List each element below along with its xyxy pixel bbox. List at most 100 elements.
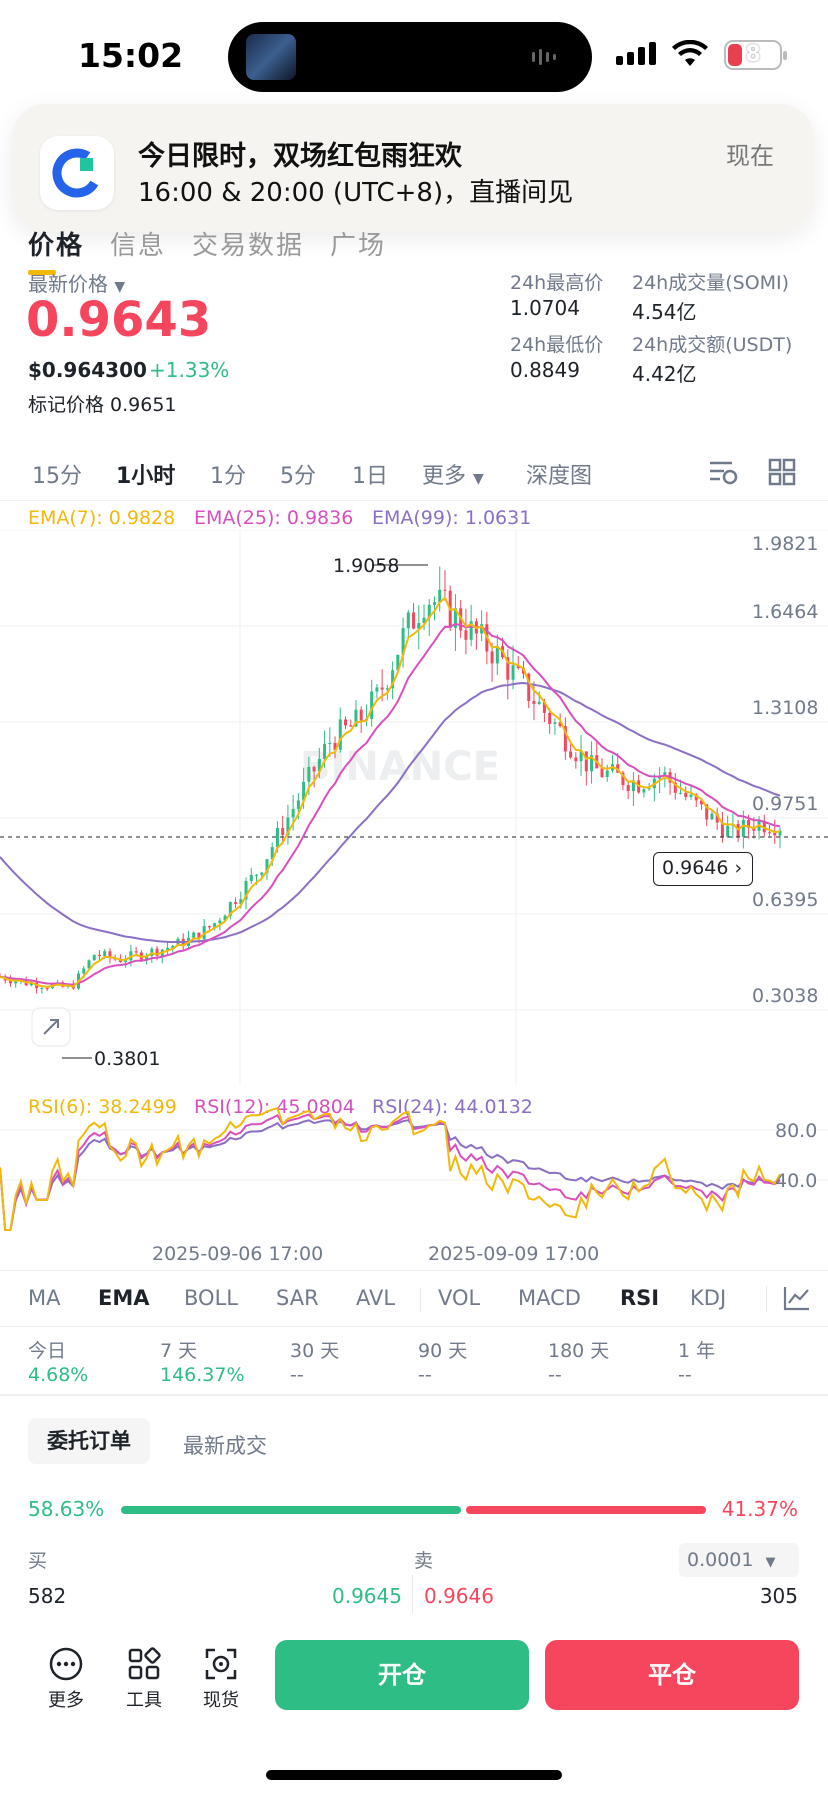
more-icon[interactable] xyxy=(48,1646,88,1682)
tools-icon[interactable] xyxy=(126,1646,166,1682)
price-axis-label: 0.9751 xyxy=(752,793,818,815)
high-value: 1.0704 xyxy=(510,296,580,320)
last-price-label[interactable]: 最新价格 ▼ xyxy=(28,268,125,297)
tools-label[interactable]: 工具 xyxy=(126,1690,162,1711)
buy-qty: 582 xyxy=(28,1584,67,1608)
ind-avl[interactable]: AVL xyxy=(356,1286,396,1310)
price-axis-label: 0.3038 xyxy=(752,985,818,1007)
usd-price: $0.964300 xyxy=(28,358,147,382)
tf-1d[interactable]: 1日 xyxy=(352,464,388,489)
amount-value: 4.42亿 xyxy=(632,362,697,386)
notification-time: 现在 xyxy=(726,142,774,170)
candle-body xyxy=(97,954,101,957)
candle-body xyxy=(511,665,515,680)
candle-body xyxy=(537,701,541,704)
rsi-chart[interactable]: 80.0 40.0 xyxy=(0,1105,828,1240)
detail-tabs: 价格 信息 交易数据 广场 xyxy=(28,225,412,262)
live-activity-thumbnail xyxy=(246,34,296,80)
volume-label: 24h成交量(SOMI) xyxy=(632,272,790,294)
tf-depth[interactable]: 深度图 xyxy=(526,464,593,489)
tf-1h[interactable]: 1小时 xyxy=(116,464,176,489)
ind-sar[interactable]: SAR xyxy=(276,1286,319,1310)
chart-settings-icon[interactable] xyxy=(708,458,738,490)
tf-more[interactable]: 更多 ▼ xyxy=(422,458,484,490)
rsi12-line xyxy=(0,1113,781,1231)
candle-body xyxy=(333,742,337,750)
grid-layout-icon[interactable] xyxy=(768,458,796,490)
candle-body xyxy=(705,804,709,820)
ind-ema[interactable]: EMA xyxy=(98,1286,150,1310)
ind-kdj[interactable]: KDJ xyxy=(690,1286,727,1310)
candle-body xyxy=(223,915,227,921)
perf-label: 今日 xyxy=(28,1340,67,1362)
candle-body xyxy=(244,880,248,900)
tab-price[interactable]: 价格 xyxy=(28,231,85,261)
candlestick-chart[interactable]: BINANCE 1.9058 0.3801 1.98211.64641.3108… xyxy=(0,530,828,1085)
date-label-1: 2025-09-06 17:00 xyxy=(152,1243,324,1265)
indicator-settings-icon[interactable] xyxy=(782,1284,812,1316)
perf-value: 4.68% xyxy=(28,1364,89,1386)
tf-5m[interactable]: 5分 xyxy=(280,464,316,489)
home-indicator[interactable] xyxy=(266,1770,562,1780)
more-label[interactable]: 更多 xyxy=(48,1690,84,1711)
candle-body xyxy=(406,612,410,629)
candle-body xyxy=(192,932,196,938)
candle-body xyxy=(103,951,107,957)
buy-price[interactable]: 0.9645 xyxy=(332,1584,402,1608)
candle-body xyxy=(45,988,49,990)
candle-body xyxy=(563,726,567,752)
ind-boll[interactable]: BOLL xyxy=(184,1286,238,1310)
current-price-tag[interactable]: 0.9646 › xyxy=(653,852,753,886)
candle-body xyxy=(778,830,782,836)
candle-body xyxy=(375,687,379,692)
candle-body xyxy=(679,792,683,794)
candle-body xyxy=(747,819,751,828)
candle-body xyxy=(412,612,416,629)
high-label: 24h最高价 xyxy=(510,272,604,294)
candle-body xyxy=(532,701,536,704)
spot-label[interactable]: 现货 xyxy=(203,1690,239,1711)
tf-1m[interactable]: 1分 xyxy=(210,464,246,489)
tab-orders[interactable]: 委托订单 xyxy=(28,1418,150,1464)
candle-body xyxy=(359,709,363,721)
candle-body xyxy=(773,832,777,836)
dropdown-icon: ▼ xyxy=(114,279,126,295)
candle-body xyxy=(213,923,217,928)
candle-body xyxy=(82,968,86,974)
candle-body xyxy=(40,988,44,990)
tab-trading-data[interactable]: 交易数据 xyxy=(192,231,305,261)
candle-body xyxy=(134,951,138,953)
spot-icon[interactable] xyxy=(203,1646,243,1682)
notification-banner[interactable]: 今日限时，双场红包雨狂欢 16:00 & 20:00 (UTC+8)，直播间见 … xyxy=(12,104,814,232)
candle-body xyxy=(720,822,724,837)
ema99-legend: EMA(99): 1.0631 xyxy=(372,507,532,529)
sell-ratio: 41.37% xyxy=(721,1497,798,1521)
tab-recent-trades[interactable]: 最新成交 xyxy=(183,1434,267,1458)
divider xyxy=(0,1326,828,1327)
buy-label: 买 xyxy=(28,1550,48,1572)
tf-15m[interactable]: 15分 xyxy=(32,464,82,489)
close-position-button[interactable]: 平仓 xyxy=(545,1640,799,1710)
open-position-button[interactable]: 开仓 xyxy=(275,1640,529,1710)
ind-macd[interactable]: MACD xyxy=(518,1286,581,1310)
candle-body xyxy=(673,782,677,793)
orderbook-divider xyxy=(412,1575,413,1613)
tab-info[interactable]: 信息 xyxy=(110,231,167,261)
candle-body xyxy=(380,687,384,690)
rsi-axis-40: 40.0 xyxy=(775,1170,817,1192)
candle-body xyxy=(422,617,426,624)
ind-vol[interactable]: VOL xyxy=(438,1286,481,1310)
ind-ma[interactable]: MA xyxy=(28,1286,61,1310)
tab-square[interactable]: 广场 xyxy=(330,231,387,261)
candle-body xyxy=(768,832,772,834)
candle-body xyxy=(155,948,159,956)
tf-more-label: 更多 xyxy=(422,464,467,489)
rsi6-line xyxy=(0,1106,781,1231)
candle-body xyxy=(548,712,552,724)
perf-value: 146.37% xyxy=(160,1364,245,1386)
candle-body xyxy=(464,630,468,640)
precision-select[interactable]: 0.0001 ▼ xyxy=(679,1543,799,1577)
ind-rsi[interactable]: RSI xyxy=(620,1286,660,1310)
dynamic-island[interactable] xyxy=(228,22,592,92)
sell-price[interactable]: 0.9646 xyxy=(424,1584,494,1608)
